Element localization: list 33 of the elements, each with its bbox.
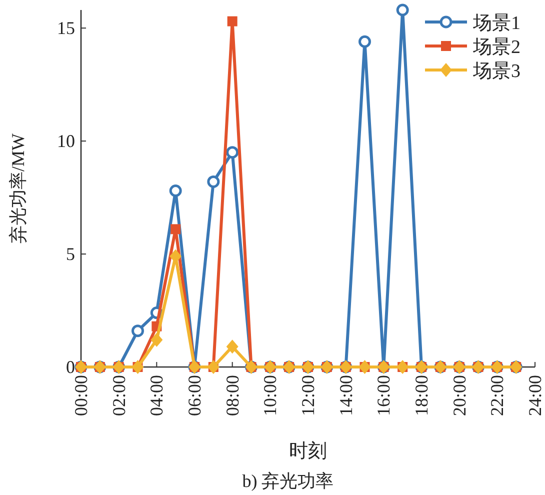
point [150, 332, 163, 347]
point [132, 324, 144, 338]
x-tick-label: 22:00 [487, 375, 508, 416]
text: b) 弃光功率 [242, 471, 334, 491]
y-tick-label: 0 [66, 357, 75, 377]
y-tick-label: 5 [66, 244, 75, 264]
x-tick-label: 04:00 [146, 375, 167, 416]
point [207, 175, 220, 188]
x-tick-label: 06:00 [184, 375, 204, 416]
x-tick-label: 24:00 [525, 375, 545, 416]
x-tick-label: 08:00 [222, 375, 242, 416]
x-tick-label: 02:00 [108, 375, 129, 416]
legend-label: 场景3 [472, 61, 520, 82]
y-tick-label: 15 [57, 18, 75, 38]
x-tick-label: 18:00 [412, 375, 432, 416]
point [169, 184, 182, 198]
point [227, 16, 238, 26]
legend-label: 场景1 [472, 13, 520, 34]
x-tick-label: 20:00 [449, 375, 470, 416]
y-tick-label: 10 [57, 131, 75, 152]
point [226, 340, 238, 354]
x-tick-label: 10:00 [260, 375, 280, 416]
point [396, 4, 409, 16]
y-axis-title: 弃光功率/MW [8, 133, 28, 244]
x-tick-label: 00:00 [71, 375, 91, 416]
x-tick-label: 16:00 [374, 375, 394, 416]
point [226, 146, 239, 159]
point [358, 35, 371, 48]
x-axis-title: 时刻 [289, 440, 327, 462]
x-tick-label: 12:00 [298, 375, 318, 416]
legend-label: 场景2 [472, 37, 520, 58]
point [170, 224, 181, 234]
x-tick-label: 14:00 [336, 375, 356, 416]
